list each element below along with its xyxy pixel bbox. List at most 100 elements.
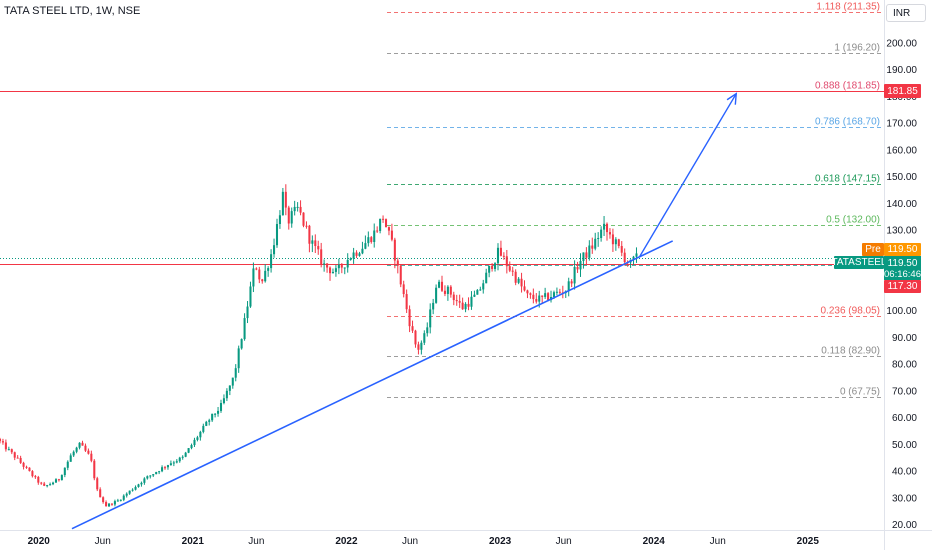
candle [440,275,444,292]
candle-body [60,475,63,480]
symbol-tag: TATASTEEL [831,257,886,268]
candle-body [367,237,370,244]
candle [87,448,90,455]
candle-body [576,266,579,270]
candle-body [231,377,234,386]
candle [364,235,367,250]
candle-body [7,449,10,451]
candle [476,288,479,295]
candle-body [505,256,508,267]
candle-body [399,265,402,285]
candle [314,234,317,253]
candle-body [19,457,22,463]
candle-body [72,451,75,456]
candle [149,475,152,479]
candle-body [364,243,367,249]
candle-body [603,223,606,230]
candle-body [196,437,199,440]
candle-body [99,489,102,498]
candle [535,293,538,304]
candle-body [455,300,458,302]
candle [399,264,402,288]
candle [331,268,335,274]
candle-body [349,258,352,260]
candle-body [163,467,167,469]
candle-body [499,247,502,256]
candle [464,302,467,313]
candle [605,222,609,241]
candle [414,329,417,348]
candle [408,305,411,333]
candle-body [0,438,2,442]
candle-body [579,260,582,270]
candle [16,455,19,459]
candle [617,238,620,249]
candle-body [305,225,308,227]
candle [137,483,140,488]
candle-body [408,309,411,327]
projection-arrow-line [638,93,737,258]
candle [452,291,455,306]
y-tick-label: 100.00 [886,306,917,317]
candle-body [488,265,491,273]
y-tick-label: 30.00 [892,493,917,504]
candle [187,447,190,454]
candle [608,228,611,239]
candle-body [311,240,314,244]
candle-body [28,467,31,472]
candle [620,241,623,257]
currency-button[interactable]: INR [886,4,926,22]
candle [402,280,405,298]
candle-body [81,442,84,446]
candle-body [529,293,532,295]
candle [302,212,305,228]
candle [305,221,308,229]
candle-body [110,503,114,505]
x-tick-label: Jun [402,536,418,547]
candle [296,202,299,212]
candle-body [87,450,90,454]
candle-body [435,287,438,303]
candle-body [31,471,34,477]
candle [140,481,143,487]
candle-body [107,503,111,507]
candle-body [334,268,337,272]
line-price-badge: 117.30 [888,281,918,292]
y-tick-label: 90.00 [892,333,917,344]
candle-body [414,330,417,345]
candle [308,224,311,253]
candle-body [287,207,290,224]
fib-level-label: 0.118 (82.90) [821,346,880,357]
candle-body [597,238,600,240]
candle-body [270,254,273,269]
candle-body [137,484,140,487]
candle [1,438,4,445]
candle [202,423,205,434]
candle-body [423,333,426,343]
candle-body [217,410,220,414]
candle-body [63,467,66,476]
candle-body [155,472,158,475]
candle-body [225,390,228,399]
candle-body [140,482,143,485]
x-tick-label: 2021 [182,536,205,547]
candle [600,226,603,242]
candle [458,294,461,308]
candle-body [591,245,594,249]
candle [19,455,22,464]
candle-body [352,252,355,259]
y-tick-label: 70.00 [892,386,917,397]
candle [37,475,40,485]
candle [122,494,125,502]
candle-body [166,465,169,468]
candle [420,340,423,355]
candle [603,216,606,236]
candle-body [261,279,264,282]
candle-body [470,296,473,307]
candle [352,247,355,264]
candle [105,500,108,507]
candle [508,261,511,273]
candle-body [10,449,13,453]
y-tick-label: 130.00 [886,226,917,237]
